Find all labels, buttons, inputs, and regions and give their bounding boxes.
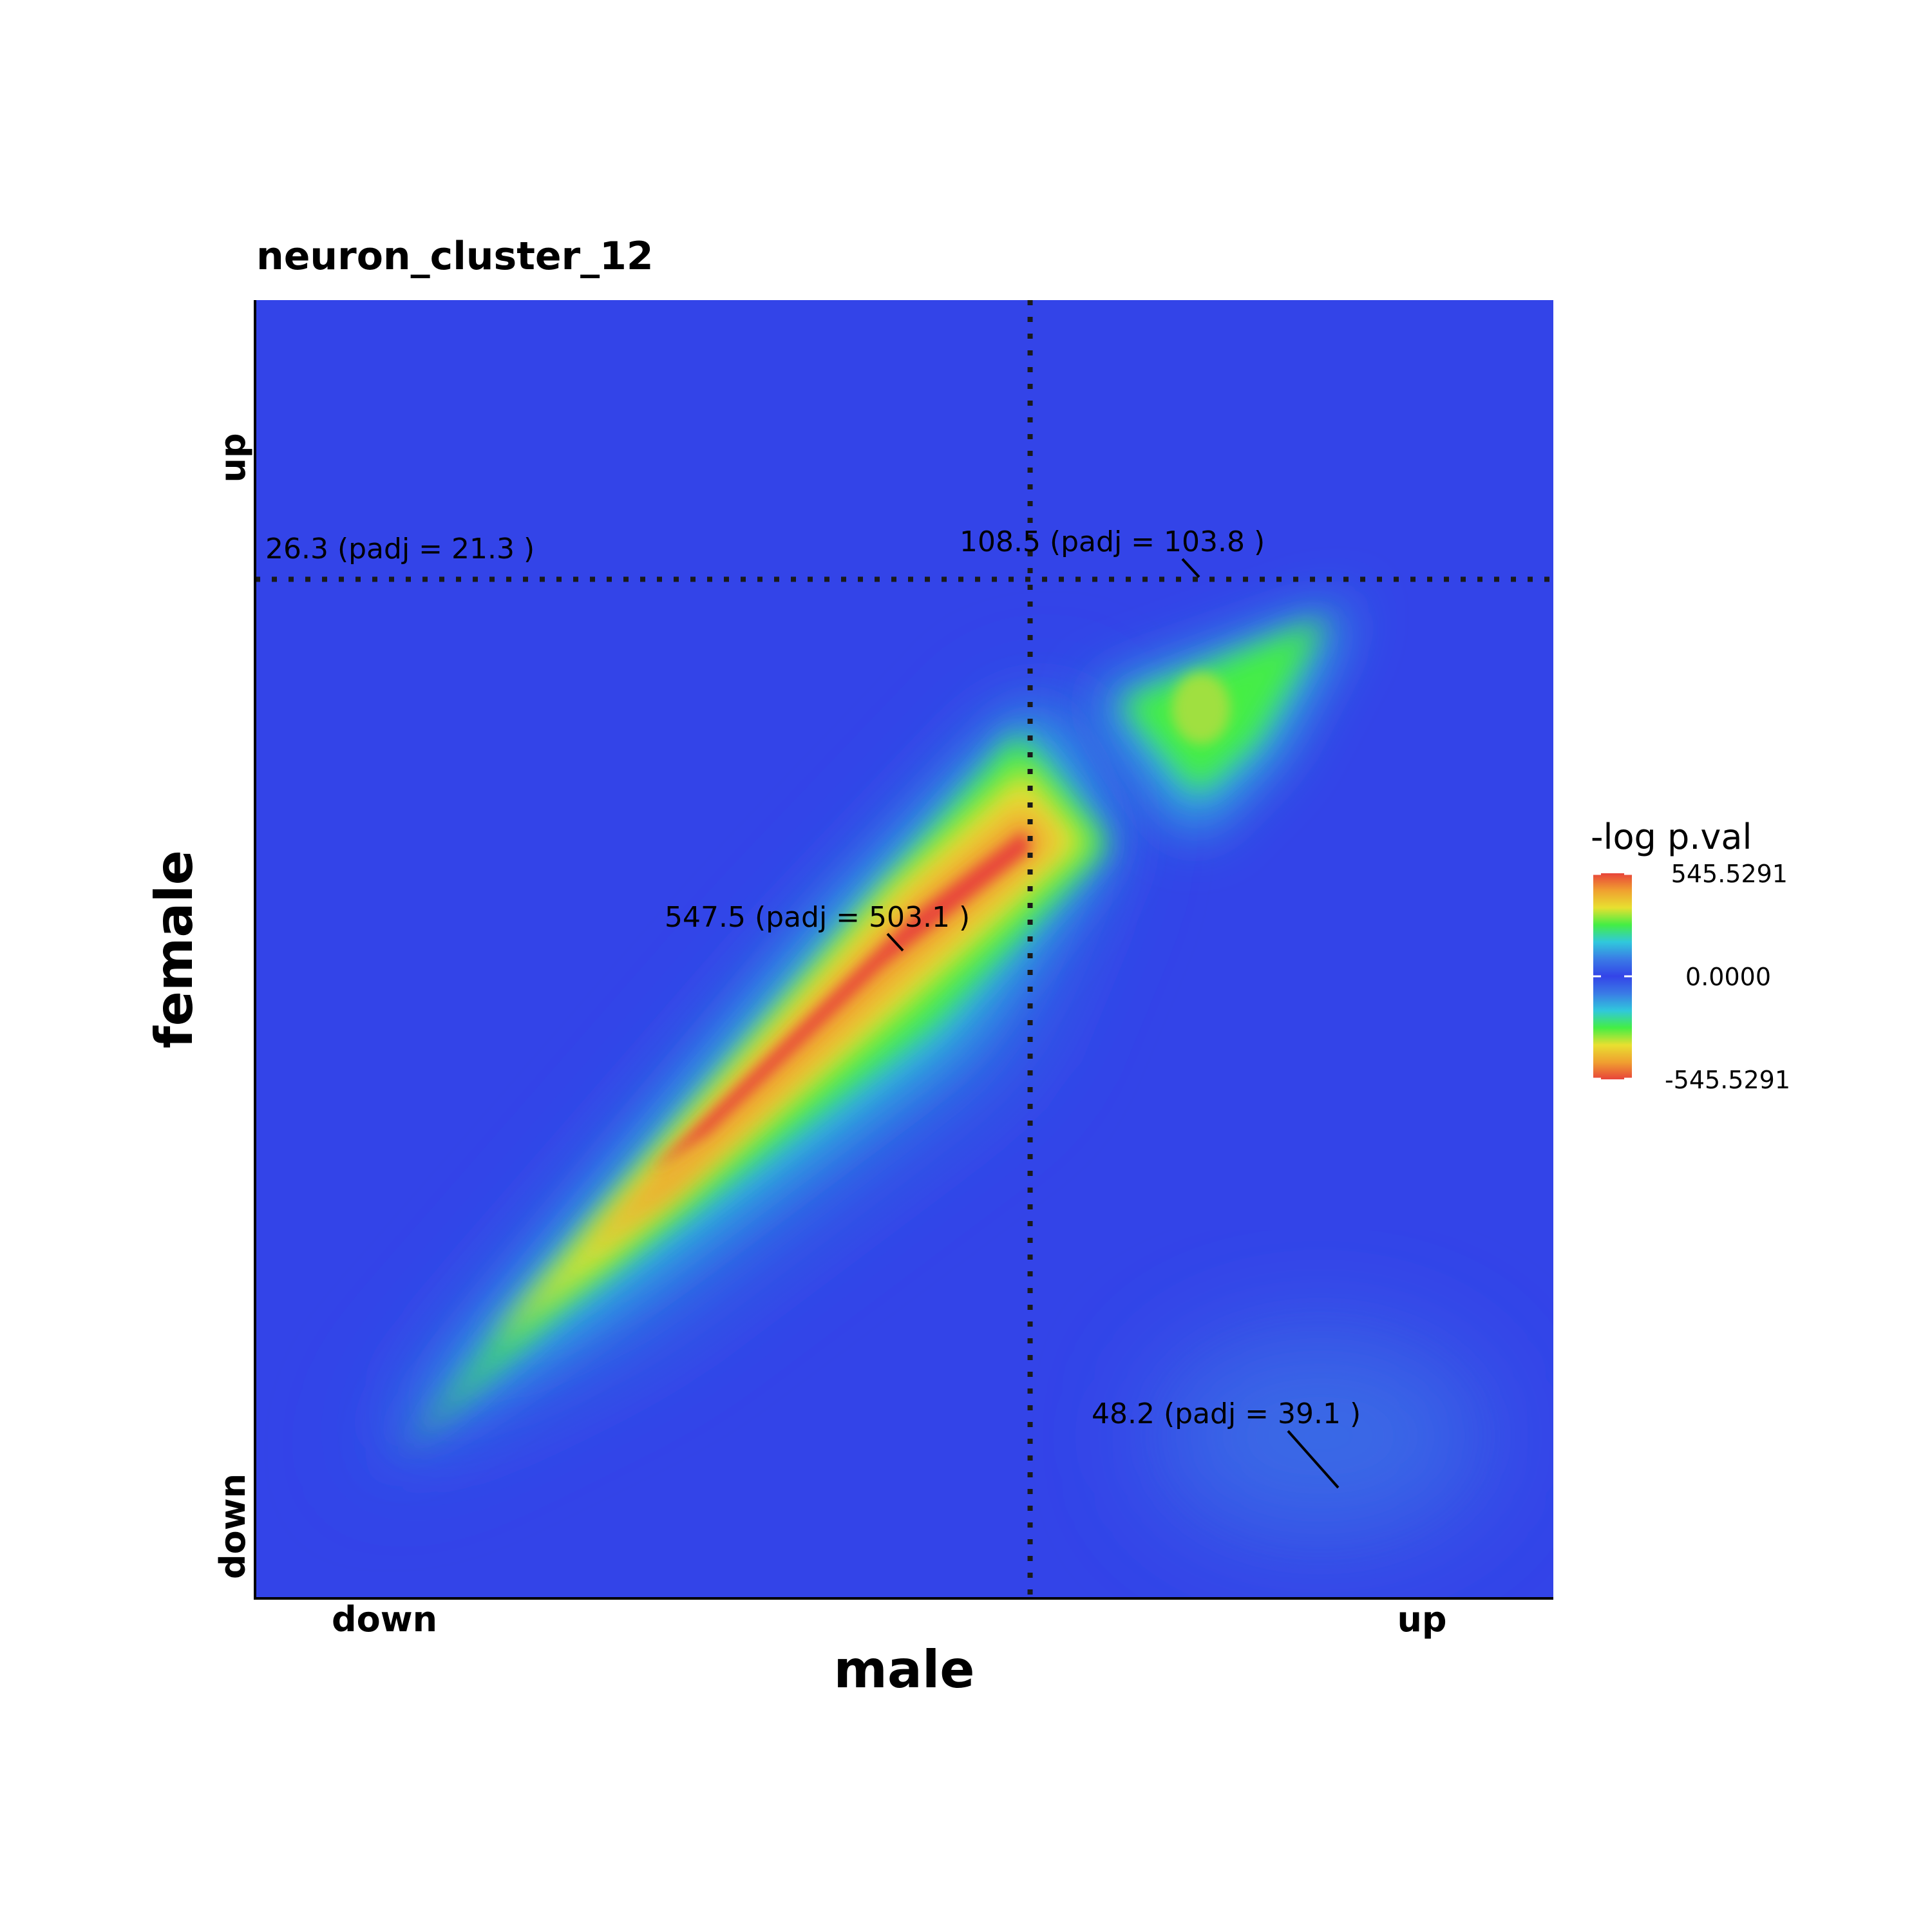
x-axis-title: male [833,1640,974,1700]
annotation-up-up-leader [1181,558,1200,578]
y-tick-label-down: down [213,1473,253,1579]
annotation-down-up: 48.2 (padj = 39.1 ) [1092,1397,1361,1430]
legend-label-zero: 0.0000 [1685,963,1771,991]
y-axis-title: female [144,850,204,1048]
heatmap-hotspot-main [361,696,1108,1468]
legend-title: -log p.val [1591,817,1752,857]
annotation-down-down: 547.5 (padj = 503.1 ) [665,901,970,934]
color-legend: -log p.val 545.5291 0.0000 -545.5291 [1591,817,1790,1094]
legend-label-min: -545.5291 [1665,1066,1790,1094]
x-tick-label-up: up [1397,1599,1446,1640]
annotation-up-up: 108.5 (padj = 103.8 ) [960,526,1265,558]
heatmap-plot-area [255,300,1553,1598]
legend-label-max: 545.5291 [1671,860,1788,888]
annotation-down-up-leader [1287,1430,1340,1489]
annotation-up-down: 26.3 (padj = 21.3 ) [265,533,535,565]
x-tick-label-down: down [332,1599,437,1640]
chart-title: neuron_cluster_12 [256,234,654,279]
quadrant-annotations: 26.3 (padj = 21.3 ) 108.5 (padj = 103.8 … [265,526,1361,1489]
heatmap-hotspot-secondary [1095,605,1352,837]
y-tick-label-up: up [213,433,253,482]
annotation-down-down-leader [886,933,904,952]
heatmap-faint-region [1153,1333,1488,1539]
